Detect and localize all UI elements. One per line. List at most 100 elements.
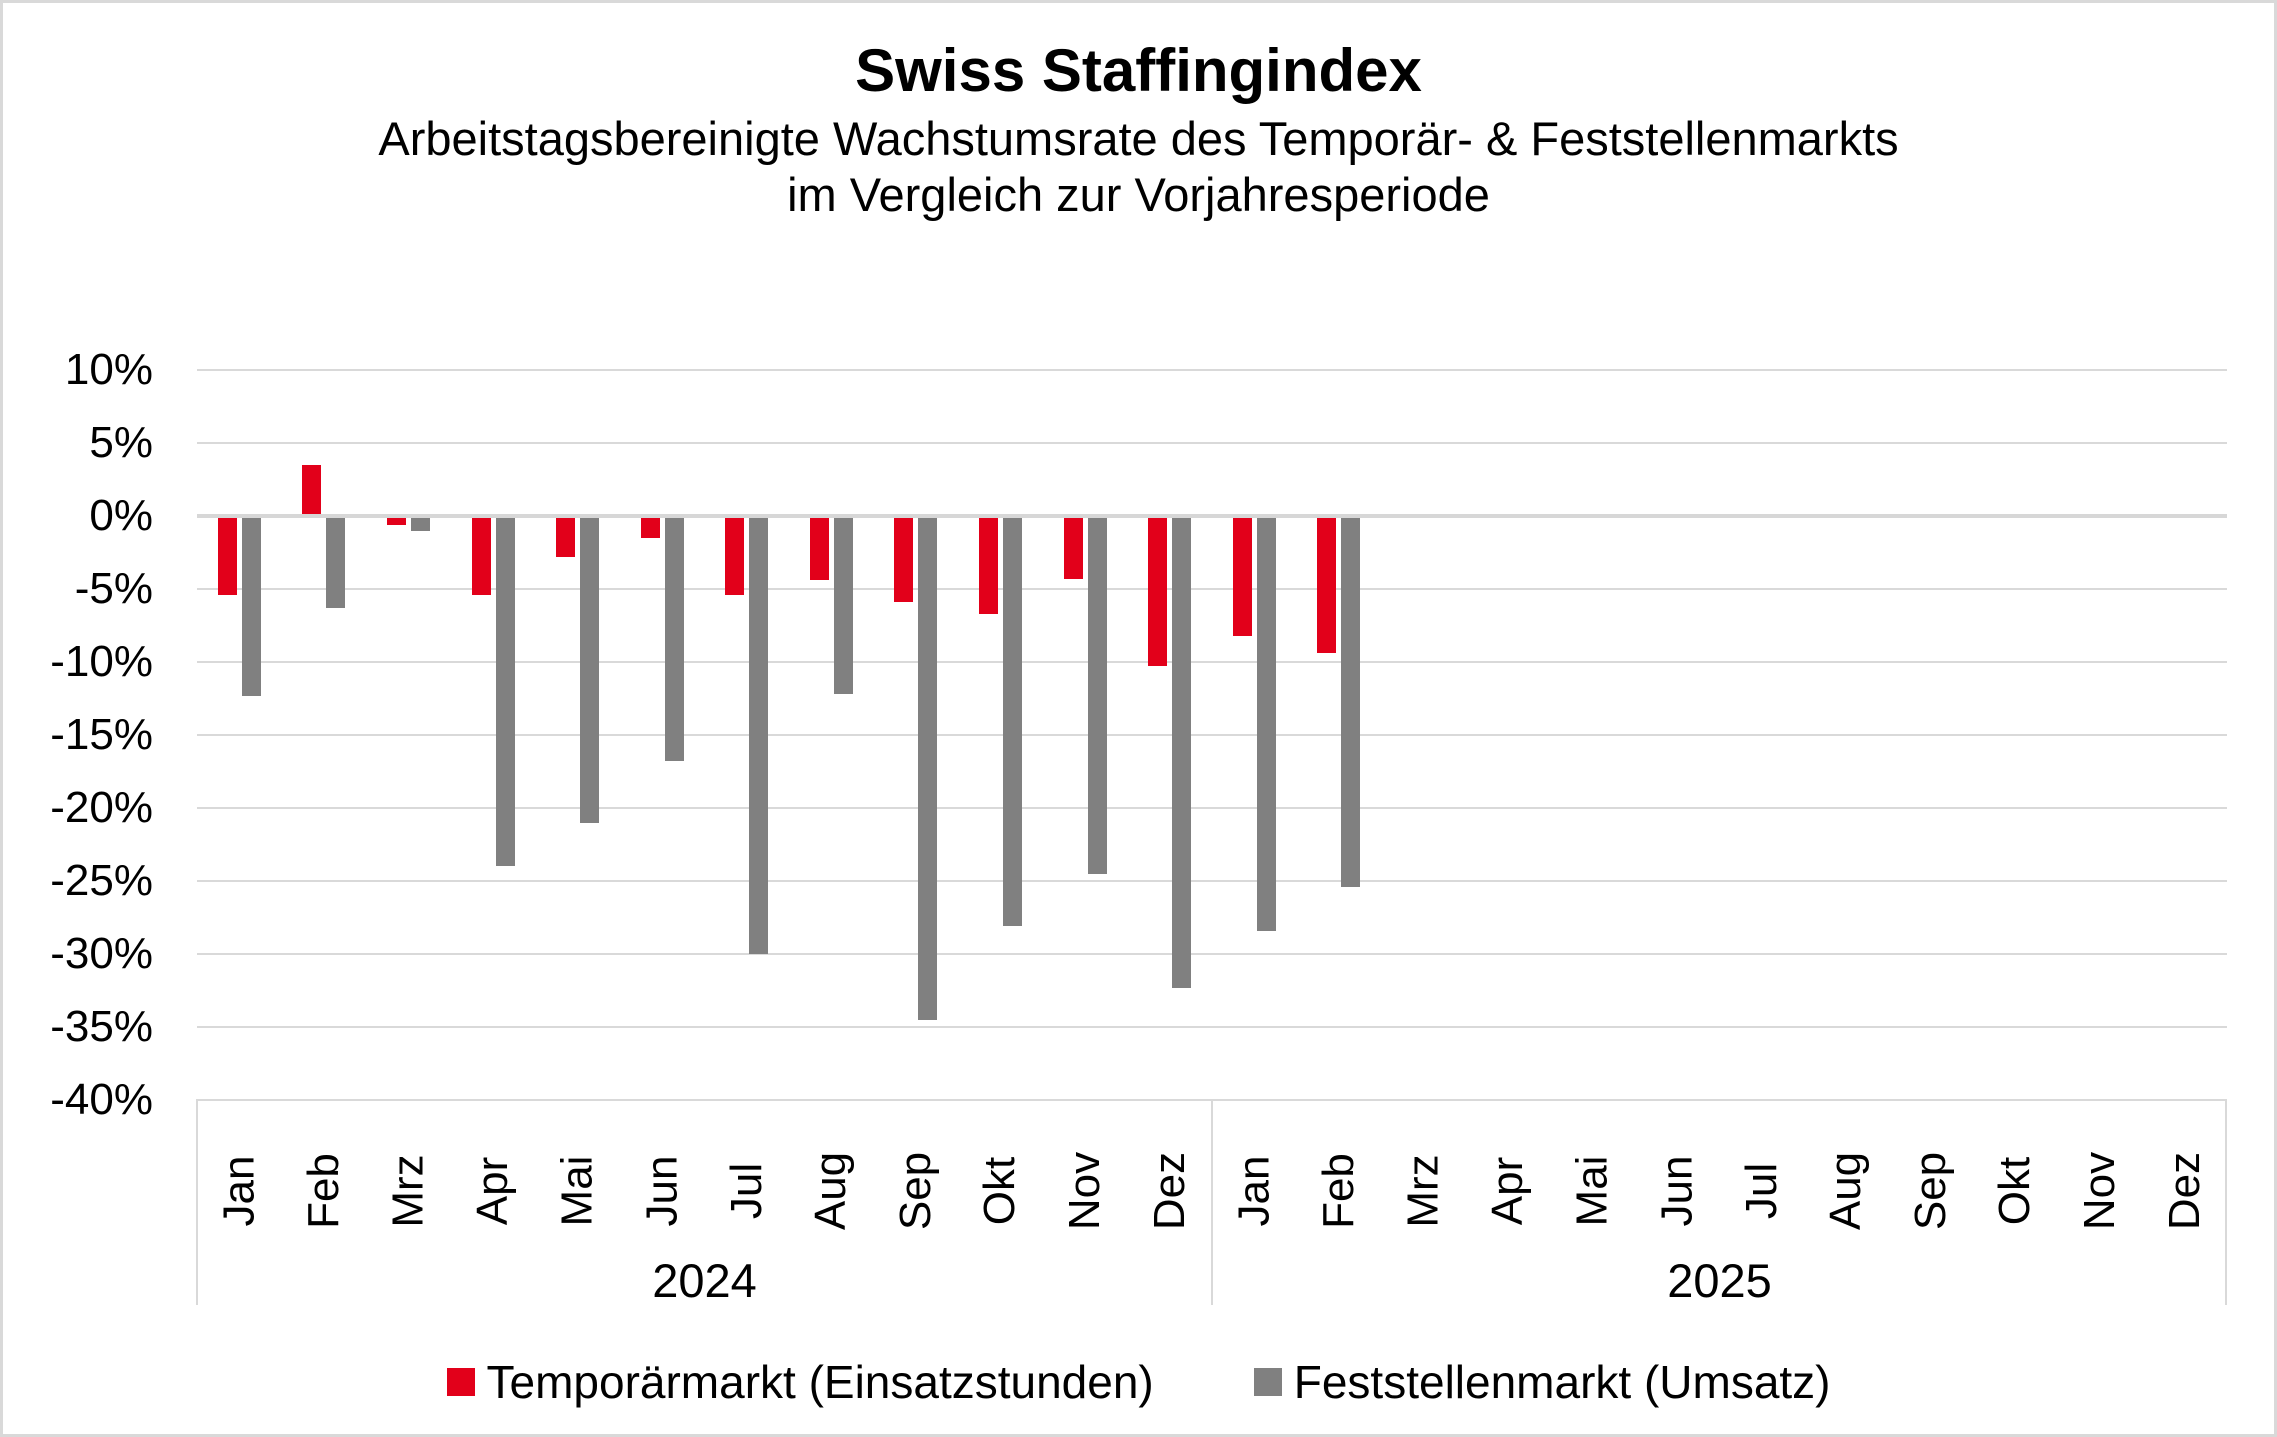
legend-label-temporaermarkt: Temporärmarkt (Einsatzstunden) bbox=[486, 1356, 1154, 1408]
month-slot-2025-Aug: Aug bbox=[1804, 1107, 1889, 1275]
month-slot-2025-Dez: Dez bbox=[2142, 1107, 2227, 1275]
month-slot-2024-Jul: Jul bbox=[704, 1107, 789, 1275]
legend-label-feststellenmarkt: Feststellenmarkt (Umsatz) bbox=[1293, 1356, 1831, 1408]
month-label: Mrz bbox=[1398, 1154, 1448, 1228]
year-label-2024: 2024 bbox=[652, 1254, 757, 1307]
gridline-10pct bbox=[197, 369, 2227, 371]
month-labels-2025: Jan Feb Mrz Apr Mai Jun Jul Aug Sep Okt Nov Dez bbox=[1212, 1107, 2227, 1275]
plot-area bbox=[197, 369, 2227, 1101]
legend: Temporärmarkt (Einsatzstunden) Feststell… bbox=[3, 1355, 2274, 1409]
month-slot-2025-Okt: Okt bbox=[1973, 1107, 2058, 1275]
gridline--15pct bbox=[197, 734, 2227, 736]
month-slot-2024-Jun: Jun bbox=[620, 1107, 705, 1275]
month-label: Sep bbox=[1905, 1151, 1955, 1231]
month-slot-2024-Nov: Nov bbox=[1043, 1107, 1128, 1275]
y-axis-tick-label: -20% bbox=[50, 783, 153, 832]
y-axis-tick-label: -40% bbox=[50, 1075, 153, 1124]
bar-temporaermarkt-2024-Apr bbox=[471, 516, 491, 595]
bar-feststellenmarkt-2024-Jul bbox=[749, 516, 769, 954]
y-axis-tick-label: 0% bbox=[89, 491, 153, 540]
bar-feststellenmarkt-2024-Mrz bbox=[410, 516, 430, 531]
gridline--5pct bbox=[197, 588, 2227, 590]
month-slot-2025-Sep: Sep bbox=[1889, 1107, 1974, 1275]
gridline--10pct bbox=[197, 661, 2227, 663]
month-slot-2024-Okt: Okt bbox=[958, 1107, 1043, 1275]
bar-temporaermarkt-2024-Dez bbox=[1148, 516, 1168, 667]
category-separator-middle bbox=[1211, 1099, 1213, 1305]
month-slot-2024-Mai: Mai bbox=[535, 1107, 620, 1275]
month-slot-2024-Feb: Feb bbox=[282, 1107, 367, 1275]
month-label: Apr bbox=[1483, 1156, 1533, 1226]
bar-feststellenmarkt-2024-Apr bbox=[495, 516, 515, 867]
bar-feststellenmarkt-2024-Okt bbox=[1003, 516, 1023, 927]
y-axis-tick-label: -25% bbox=[50, 856, 153, 905]
bar-temporaermarkt-2024-Nov bbox=[1063, 516, 1083, 579]
month-slot-2025-Mrz: Mrz bbox=[1381, 1107, 1466, 1275]
month-label: Feb bbox=[298, 1153, 348, 1229]
month-label: Apr bbox=[468, 1156, 518, 1226]
bar-feststellenmarkt-2024-Jan bbox=[241, 516, 261, 696]
month-label: Feb bbox=[1313, 1153, 1363, 1229]
bar-feststellenmarkt-2024-Dez bbox=[1172, 516, 1192, 988]
legend-item-feststellenmarkt: Feststellenmarkt (Umsatz) bbox=[1253, 1355, 1831, 1409]
y-axis-tick-label: -15% bbox=[50, 710, 153, 759]
y-axis-tick-label: 10% bbox=[64, 345, 153, 394]
bar-temporaermarkt-2024-Okt bbox=[979, 516, 999, 614]
month-slot-2024-Jan: Jan bbox=[197, 1107, 282, 1275]
month-slot-2024-Dez: Dez bbox=[1127, 1107, 1212, 1275]
bar-feststellenmarkt-2024-Aug bbox=[833, 516, 853, 695]
bar-temporaermarkt-2024-Feb bbox=[302, 464, 322, 516]
bar-temporaermarkt-2024-Mai bbox=[556, 516, 576, 557]
month-label: Jul bbox=[721, 1162, 771, 1220]
chart-subtitle: Arbeitstagsbereinigte Wachstumsrate des … bbox=[3, 111, 2274, 223]
month-label: Nov bbox=[2075, 1151, 2125, 1231]
month-slot-2025-Jun: Jun bbox=[1635, 1107, 1720, 1275]
legend-swatch-gray-icon bbox=[1253, 1368, 1282, 1396]
month-label: Dez bbox=[2159, 1151, 2209, 1231]
bar-temporaermarkt-2024-Aug bbox=[809, 516, 829, 581]
month-slot-2025-Jan: Jan bbox=[1212, 1107, 1297, 1275]
chart-subtitle-line2: im Vergleich zur Vorjahresperiode bbox=[787, 168, 1490, 221]
year-label-2025: 2025 bbox=[1667, 1254, 1772, 1307]
bar-temporaermarkt-2025-Feb bbox=[1317, 516, 1337, 654]
month-slot-2024-Aug: Aug bbox=[789, 1107, 874, 1275]
legend-swatch-red-icon bbox=[446, 1368, 475, 1396]
month-label: Jan bbox=[214, 1155, 264, 1227]
bar-feststellenmarkt-2024-Jun bbox=[664, 516, 684, 762]
month-label: Mai bbox=[552, 1155, 602, 1227]
bar-feststellenmarkt-2025-Feb bbox=[1341, 516, 1361, 887]
bar-temporaermarkt-2024-Jul bbox=[725, 516, 745, 595]
month-label: Jan bbox=[1229, 1155, 1279, 1227]
month-slot-2024-Sep: Sep bbox=[874, 1107, 959, 1275]
y-axis-tick-label: -35% bbox=[50, 1002, 153, 1051]
bar-temporaermarkt-2024-Jan bbox=[217, 516, 237, 595]
y-axis-tick-label: -10% bbox=[50, 637, 153, 686]
gridline--30pct bbox=[197, 953, 2227, 955]
bar-feststellenmarkt-2024-Feb bbox=[326, 516, 346, 608]
bar-temporaermarkt-2024-Sep bbox=[894, 516, 914, 603]
month-slot-2024-Mrz: Mrz bbox=[366, 1107, 451, 1275]
month-slot-2025-Apr: Apr bbox=[1466, 1107, 1551, 1275]
month-label: Dez bbox=[1144, 1151, 1194, 1231]
month-label: Mai bbox=[1567, 1155, 1617, 1227]
month-label: Aug bbox=[1821, 1151, 1871, 1231]
bar-temporaermarkt-2025-Jan bbox=[1232, 516, 1252, 636]
chart-subtitle-line1: Arbeitstagsbereinigte Wachstumsrate des … bbox=[378, 112, 1899, 165]
month-label: Jul bbox=[1736, 1162, 1786, 1220]
month-label: Okt bbox=[1990, 1156, 2040, 1226]
legend-item-temporaermarkt: Temporärmarkt (Einsatzstunden) bbox=[446, 1355, 1154, 1409]
month-slot-2024-Apr: Apr bbox=[451, 1107, 536, 1275]
month-label: Mrz bbox=[383, 1154, 433, 1228]
chart-title: Swiss Staffingindex bbox=[855, 37, 1422, 104]
month-slot-2025-Jul: Jul bbox=[1719, 1107, 1804, 1275]
month-labels-2024: Jan Feb Mrz Apr Mai Jun Jul Aug Sep Okt Nov Dez bbox=[197, 1107, 1212, 1275]
bar-feststellenmarkt-2024-Nov bbox=[1087, 516, 1107, 874]
bar-feststellenmarkt-2025-Jan bbox=[1256, 516, 1276, 931]
month-slot-2025-Nov: Nov bbox=[2058, 1107, 2143, 1275]
month-slot-2025-Feb: Feb bbox=[1297, 1107, 1382, 1275]
gridline--35pct bbox=[197, 1026, 2227, 1028]
bar-feststellenmarkt-2024-Sep bbox=[918, 516, 938, 1020]
gridline--20pct bbox=[197, 807, 2227, 809]
month-label: Nov bbox=[1060, 1151, 1110, 1231]
